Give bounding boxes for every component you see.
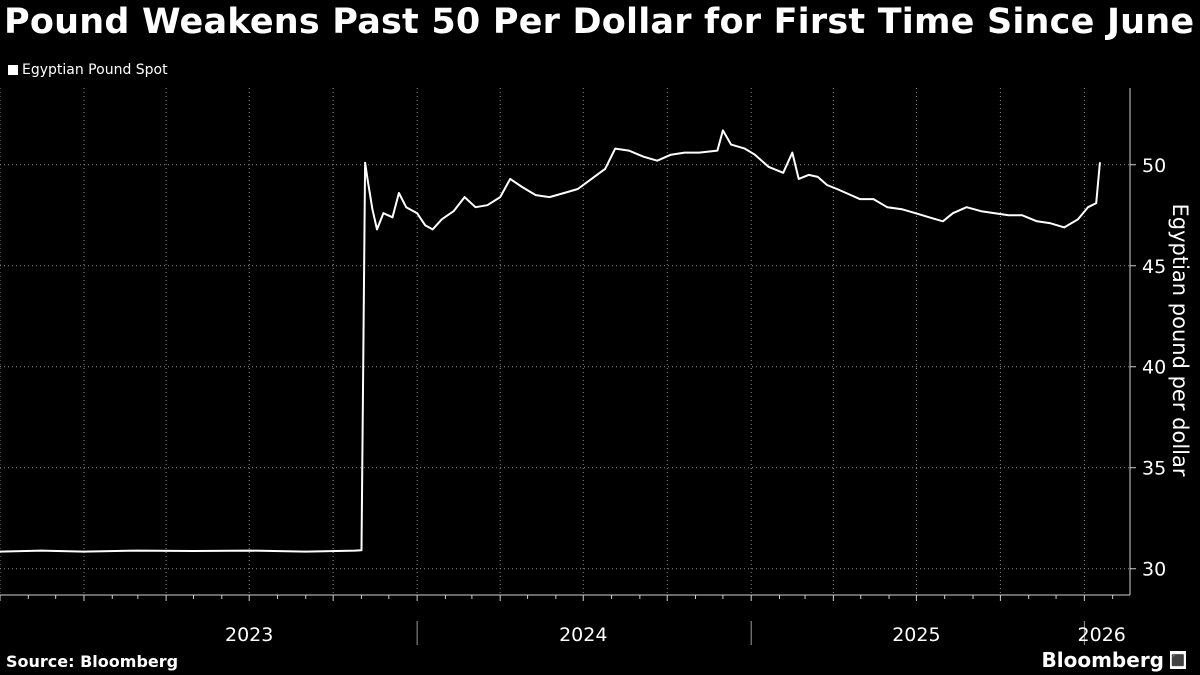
- data-point: [0, 550, 1, 553]
- x-tick-label: 2024: [559, 624, 607, 646]
- data-point: [463, 196, 466, 198]
- data-point: [1095, 202, 1097, 204]
- data-point: [901, 208, 903, 210]
- data-point: [872, 198, 875, 200]
- data-point: [499, 196, 502, 198]
- data-point: [767, 166, 770, 168]
- brand: Bloomberg ⬛: [1042, 648, 1186, 672]
- data-point: [431, 228, 434, 231]
- data-point: [845, 192, 847, 194]
- data-point: [826, 184, 828, 186]
- data-point: [807, 174, 810, 176]
- data-point: [1049, 222, 1052, 225]
- data-point: [965, 206, 968, 208]
- x-tick-label: 2025: [892, 624, 940, 646]
- data-point: [535, 194, 537, 196]
- data-point: [371, 208, 374, 210]
- data-point: [391, 216, 394, 219]
- data-point: [376, 228, 378, 231]
- data-point: [367, 180, 369, 182]
- data-point: [1036, 220, 1038, 223]
- legend: Egyptian Pound Spot: [8, 62, 168, 78]
- data-point: [628, 149, 630, 152]
- data-point: [791, 151, 794, 154]
- data-point: [1077, 218, 1079, 221]
- data-point: [656, 159, 658, 162]
- data-point: [521, 186, 523, 188]
- data-point: [405, 206, 408, 208]
- data-point: [1063, 226, 1066, 229]
- data-point: [509, 178, 512, 180]
- x-tick-label: 2026: [1078, 624, 1126, 646]
- data-point: [716, 149, 719, 152]
- data-point: [398, 192, 400, 194]
- data-point: [563, 192, 565, 194]
- y-tick-label: 40: [1142, 357, 1166, 379]
- data-point: [548, 196, 551, 198]
- data-point: [604, 168, 606, 170]
- y-tick-label: 30: [1142, 559, 1166, 581]
- data-point: [486, 204, 489, 206]
- data-point: [382, 212, 385, 214]
- series-line-egyptian-pound-spot: [0, 129, 1101, 553]
- data-point: [698, 151, 700, 154]
- data-point: [83, 550, 85, 553]
- data-point: [886, 206, 888, 208]
- data-point: [452, 210, 455, 212]
- data-point: [1099, 161, 1101, 164]
- source-note: Source: Bloomberg: [6, 652, 179, 671]
- data-point: [416, 212, 418, 214]
- series-layer: [0, 129, 1101, 553]
- y-tick-label: 50: [1142, 155, 1166, 177]
- brand-name: Bloomberg: [1041, 648, 1164, 672]
- data-point: [797, 178, 800, 180]
- y-tick-label: 35: [1142, 458, 1166, 480]
- gridlines: [0, 88, 1130, 595]
- data-point: [1021, 214, 1024, 217]
- x-tick-label: 2023: [225, 624, 273, 646]
- data-point: [1007, 214, 1010, 217]
- data-point: [364, 161, 366, 164]
- data-point: [744, 147, 746, 150]
- data-point: [754, 153, 756, 156]
- data-point: [859, 198, 861, 200]
- data-point: [354, 549, 356, 552]
- legend-swatch: [8, 65, 18, 75]
- data-point: [192, 550, 195, 552]
- data-point: [994, 212, 996, 214]
- data-point: [952, 212, 954, 214]
- data-point: [137, 549, 139, 552]
- brand-mark-icon: ⬛: [1170, 651, 1186, 669]
- data-point: [614, 147, 616, 150]
- data-point: [40, 549, 42, 552]
- data-point: [817, 176, 819, 178]
- y-axis-label: Egyptian pound per dollar: [1168, 203, 1192, 477]
- data-point: [722, 129, 724, 132]
- data-point: [980, 210, 982, 212]
- data-point: [942, 220, 944, 223]
- data-point: [360, 549, 363, 551]
- data-point: [836, 188, 838, 190]
- data-point: [670, 153, 672, 156]
- data-point: [248, 549, 250, 552]
- y-tick-label: 45: [1142, 256, 1166, 278]
- data-point: [577, 188, 579, 190]
- chart-title: Pound Weakens Past 50 Per Dollar for Fir…: [4, 2, 1195, 42]
- data-point: [441, 218, 443, 221]
- data-point: [424, 224, 427, 227]
- data-point: [730, 143, 732, 146]
- data-point: [782, 172, 784, 174]
- data-point: [914, 212, 917, 214]
- data-point: [683, 151, 686, 154]
- data-point: [642, 155, 645, 158]
- axes: 30 35 40 45 50 2023 2024 2025 2026: [0, 88, 1166, 646]
- data-point: [590, 178, 593, 180]
- legend-label: Egyptian Pound Spot: [22, 62, 168, 78]
- data-point: [928, 216, 930, 219]
- data-point: [1087, 206, 1089, 208]
- data-point: [474, 206, 477, 208]
- data-point: [305, 550, 307, 553]
